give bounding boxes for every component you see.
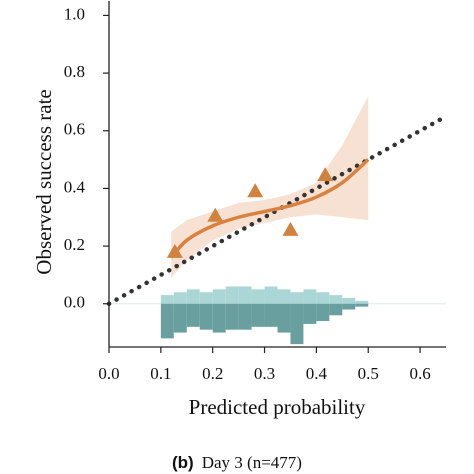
- hist-bar-positive: [329, 295, 343, 304]
- triangle-point: [282, 221, 299, 236]
- triangle-point: [317, 167, 334, 182]
- hist-bar-negative: [186, 303, 200, 327]
- y-tick-label: 0.6: [64, 120, 85, 139]
- x-tick-label: 0.5: [358, 364, 379, 383]
- caption-text: Day 3 (n=477): [202, 453, 302, 472]
- fit-line: [169, 158, 370, 259]
- hist-bar-positive: [160, 295, 174, 304]
- hist-bar-negative: [251, 303, 265, 327]
- hist-bar-positive: [225, 286, 239, 304]
- hist-bar-negative: [277, 303, 291, 333]
- triangle-point: [247, 183, 264, 198]
- hist-bar-positive: [290, 292, 304, 304]
- hist-bar-positive: [355, 300, 369, 304]
- hist-bar-negative: [160, 303, 174, 339]
- x-tick-label: 0.1: [150, 364, 171, 383]
- hist-bar-positive: [186, 289, 200, 304]
- x-tick-label: 0.2: [202, 364, 223, 383]
- x-tick-label: 0.0: [98, 364, 119, 383]
- hist-bar-positive: [303, 289, 317, 304]
- hist-bar-negative: [329, 303, 343, 316]
- hist-bar-positive: [251, 289, 265, 304]
- hist-bar-positive: [238, 286, 252, 304]
- y-tick-label: 0.4: [64, 177, 86, 196]
- hist-bar-negative: [212, 303, 226, 333]
- y-tick-label: 1.0: [64, 4, 85, 23]
- hist-bar-negative: [173, 303, 187, 333]
- caption-label: (b): [172, 453, 194, 472]
- hist-bar-positive: [277, 289, 291, 304]
- hist-bar-negative: [303, 303, 317, 324]
- hist-bar-negative: [199, 303, 213, 330]
- hist-bar-negative: [225, 303, 239, 330]
- hist-bar-negative: [355, 303, 369, 307]
- hist-bar-negative: [316, 303, 330, 322]
- x-axis-label: Predicted probability: [189, 395, 366, 419]
- hist-bar-positive: [264, 286, 278, 304]
- y-tick-label: 0.0: [64, 293, 85, 312]
- hist-bar-positive: [212, 289, 226, 304]
- x-tick-label: 0.4: [306, 364, 328, 383]
- hist-bar-negative: [238, 303, 252, 330]
- confidence-band: [171, 96, 369, 278]
- caption: (b) Day 3 (n=477): [172, 453, 302, 473]
- x-tick-label: 0.3: [254, 364, 275, 383]
- hist-bar-negative: [342, 303, 356, 310]
- x-tick-label: 0.6: [409, 364, 430, 383]
- hist-bar-positive: [316, 292, 330, 304]
- triangle-point: [207, 207, 224, 222]
- y-axis-label: Observed success rate: [32, 89, 56, 274]
- hist-bar-negative: [290, 303, 304, 345]
- hist-bar-positive: [342, 297, 356, 304]
- hist-bar-positive: [199, 292, 213, 304]
- y-tick-label: 0.8: [64, 62, 85, 81]
- hist-bar-positive: [173, 292, 187, 304]
- hist-bar-negative: [264, 303, 278, 327]
- y-tick-label: 0.2: [64, 235, 85, 254]
- triangle-point: [166, 243, 183, 258]
